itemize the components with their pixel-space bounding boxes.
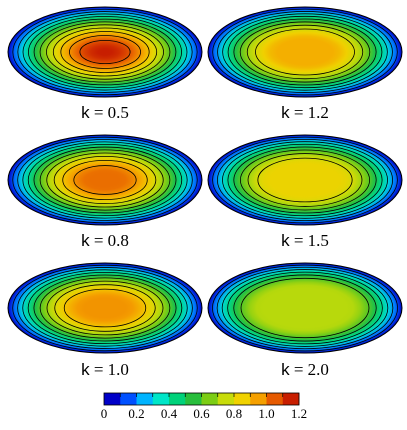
boundary-outline bbox=[207, 262, 403, 354]
contour-lines bbox=[208, 135, 402, 225]
panel-label-symbol: k bbox=[281, 103, 290, 122]
panel-label-value: = 1.0 bbox=[90, 360, 129, 379]
colorbar-segment bbox=[217, 393, 235, 405]
panel-label-symbol: k bbox=[81, 103, 90, 122]
field-surface bbox=[208, 7, 402, 97]
colorbar-tick-label: 0.4 bbox=[161, 406, 178, 421]
colorbar-tick-label: 0.6 bbox=[193, 406, 210, 421]
panel-label: k = 1.2 bbox=[281, 103, 329, 122]
boundary-outline bbox=[207, 134, 403, 226]
colorbar: 0 0.2 0.4 0.6 0.8 1.0 1.2 bbox=[101, 392, 307, 421]
field-surface bbox=[8, 263, 202, 353]
contour-lines bbox=[8, 263, 202, 353]
colorbar-segment bbox=[266, 393, 284, 405]
panel-label-symbol: k bbox=[281, 231, 290, 250]
colorbar-segment bbox=[250, 393, 267, 405]
panel-k-0-5: k = 0.5 bbox=[7, 6, 203, 122]
colorbar-tick-label: 1.2 bbox=[291, 406, 307, 421]
colorbar-segment bbox=[234, 393, 251, 405]
field-surface bbox=[208, 263, 402, 353]
panel-k-1-0: k = 1.0 bbox=[7, 262, 203, 379]
panels-group: k = 0.5 k = 1.2k = 0.8 k = 1.5k = 1.0 k = 2… bbox=[7, 6, 403, 379]
panel-label: k = 2.0 bbox=[281, 360, 329, 379]
panel-label-symbol: k bbox=[81, 360, 90, 379]
boundary-outline bbox=[7, 134, 203, 226]
contour-lines bbox=[8, 135, 202, 225]
colorbar-segment bbox=[185, 393, 202, 405]
colorbar-segment bbox=[104, 393, 121, 405]
colorbar-segment bbox=[282, 393, 300, 405]
contour-lines bbox=[208, 263, 402, 353]
colorbar-segment bbox=[169, 393, 186, 405]
panel-label-symbol: k bbox=[281, 360, 290, 379]
panel-k-2-0: k = 2.0 bbox=[207, 262, 403, 379]
panel-label: k = 0.8 bbox=[81, 231, 129, 250]
panel-label-value: = 1.5 bbox=[290, 231, 329, 250]
colorbar-segment bbox=[120, 393, 137, 405]
colorbar-segment bbox=[136, 393, 154, 405]
colorbar-tick-label: 1.0 bbox=[258, 406, 274, 421]
colorbar-tick-label: 0.2 bbox=[128, 406, 144, 421]
boundary-outline bbox=[207, 6, 403, 98]
panel-k-1-5: k = 1.5 bbox=[207, 134, 403, 250]
panel-label-value: = 1.2 bbox=[290, 103, 329, 122]
boundary-outline bbox=[7, 6, 203, 98]
panel-k-0-8: k = 0.8 bbox=[7, 134, 203, 250]
panel-label: k = 0.5 bbox=[81, 103, 129, 122]
colorbar-segment bbox=[152, 393, 170, 405]
panel-label: k = 1.5 bbox=[281, 231, 329, 250]
contour-lines bbox=[8, 7, 202, 97]
panel-k-1-2: k = 1.2 bbox=[207, 6, 403, 122]
panel-label-value: = 0.8 bbox=[90, 231, 129, 250]
panel-label: k = 1.0 bbox=[81, 360, 129, 379]
panel-label-value: = 2.0 bbox=[290, 360, 329, 379]
contour-lines bbox=[208, 7, 402, 97]
colorbar-tick-label: 0.8 bbox=[226, 406, 242, 421]
field-surface bbox=[8, 7, 202, 97]
colorbar-tick-label: 0 bbox=[101, 406, 108, 421]
boundary-outline bbox=[7, 262, 203, 354]
field-surface bbox=[8, 135, 202, 225]
field-surface bbox=[208, 135, 402, 225]
colorbar-segment bbox=[201, 393, 219, 405]
panel-label-value: = 0.5 bbox=[90, 103, 129, 122]
panel-label-symbol: k bbox=[81, 231, 90, 250]
